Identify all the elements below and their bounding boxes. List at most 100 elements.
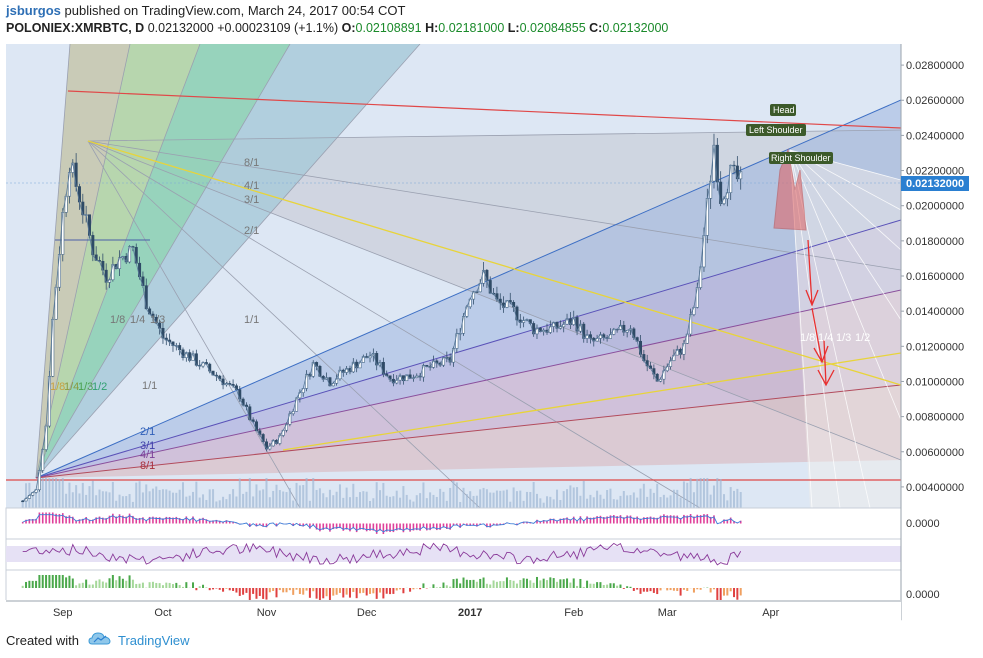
- momentum-bar: [399, 588, 402, 590]
- momentum-bar: [91, 584, 94, 588]
- macd-bar: [222, 521, 224, 524]
- volume-bar: [612, 499, 615, 508]
- macd-bar: [663, 514, 665, 524]
- macd-bar: [425, 523, 428, 531]
- created-with-text: Created with: [6, 633, 79, 648]
- price-tick-label: 0.01200000: [906, 341, 964, 353]
- macd-bar: [329, 523, 331, 532]
- momentum-bar: [151, 581, 154, 588]
- volume-bar: [131, 501, 134, 508]
- momentum-bar: [362, 588, 365, 593]
- macd-bar: [188, 519, 191, 524]
- momentum-bar: [712, 588, 715, 590]
- momentum-bar: [31, 580, 34, 588]
- momentum-bar: [325, 588, 328, 597]
- volume-bar: [262, 489, 265, 508]
- volume-bar: [151, 488, 154, 508]
- macd-bar: [522, 521, 525, 524]
- volume-bar: [579, 495, 582, 508]
- momentum-bar: [148, 582, 151, 588]
- momentum-bar: [736, 588, 739, 600]
- momentum-bar: [78, 583, 81, 588]
- momentum-bar: [255, 588, 258, 599]
- momentum-bar: [385, 588, 388, 594]
- volume-bar: [629, 495, 632, 508]
- tradingview-cloud-icon[interactable]: [88, 630, 114, 648]
- momentum-bar: [71, 578, 74, 588]
- drawing-layer: [6, 44, 901, 508]
- price-series: [21, 133, 743, 503]
- macd-bar: [492, 523, 495, 526]
- momentum-bar: [409, 588, 412, 592]
- momentum-bar: [602, 584, 605, 588]
- macd-bar: [686, 515, 689, 524]
- macd-bar: [138, 517, 141, 524]
- momentum-bar: [556, 581, 559, 588]
- momentum-bar: [649, 588, 652, 592]
- volume-bar: [365, 491, 368, 508]
- volume-bar: [68, 482, 71, 508]
- momentum-bar: [155, 582, 158, 588]
- volume-bar: [85, 494, 88, 508]
- momentum-bar: [128, 575, 131, 588]
- volume-bar: [389, 496, 392, 508]
- volume-bar: [115, 500, 118, 508]
- ascending-trendline: [282, 352, 901, 451]
- macd-bar: [546, 520, 548, 524]
- momentum-bar: [375, 588, 378, 599]
- volume-bar: [168, 490, 171, 508]
- volume-bar: [706, 478, 709, 508]
- price-chart[interactable]: 8/1 4/1 3/1 2/1 1/1 1/8 1/4 1/3 1/1 2/1 …: [0, 40, 983, 622]
- volume-bar: [101, 491, 104, 508]
- volume-bar: [589, 494, 592, 508]
- volume-bar: [258, 490, 261, 508]
- momentum-bar: [389, 588, 392, 595]
- momentum-bar: [489, 584, 492, 588]
- volume-bar: [739, 492, 742, 508]
- open-value: 0.02108891: [355, 21, 422, 35]
- fan-label-1-3: 1/3: [150, 314, 165, 326]
- volume-bar: [712, 485, 715, 508]
- volume-bar: [235, 496, 238, 508]
- momentum-bar: [58, 575, 61, 588]
- tradingview-link[interactable]: TradingView: [118, 633, 190, 648]
- volume-bar: [686, 482, 689, 508]
- macd-bar: [619, 515, 622, 524]
- volume-bar: [412, 501, 415, 508]
- momentum-bar: [529, 580, 532, 588]
- momentum-bar: [345, 588, 348, 595]
- volume-bar: [78, 493, 81, 508]
- momentum-bar: [589, 583, 592, 588]
- macd-bar: [699, 515, 702, 524]
- momentum-zero-tick: 0.0000: [906, 589, 940, 601]
- volume-bar: [432, 494, 435, 508]
- volume-bar: [308, 500, 311, 508]
- author-link[interactable]: jsburgos: [6, 3, 61, 18]
- volume-bar: [232, 489, 235, 508]
- resistance-line-top: [67, 90, 901, 129]
- macd-bar: [469, 523, 471, 526]
- fan-labels: 8/1 4/1 3/1 2/1 1/1 1/8 1/4 1/3 1/1 2/1 …: [50, 157, 870, 472]
- macd-bar: [566, 517, 568, 524]
- momentum-bar: [242, 588, 245, 595]
- momentum-bar: [21, 585, 24, 588]
- macd-bar: [446, 523, 448, 529]
- symbol-line: POLONIEX:XMRBTC, D 0.02132000 +0.0002310…: [6, 21, 668, 35]
- volume-bar: [315, 489, 318, 508]
- volume-bar: [692, 492, 695, 508]
- volume-bar: [479, 489, 482, 508]
- low-value: 0.02084855: [519, 21, 586, 35]
- volume-bar: [58, 479, 61, 508]
- volume-bar: [399, 497, 402, 508]
- time-tick-label: 2017: [458, 607, 482, 619]
- macd-bar: [65, 516, 67, 524]
- momentum-bar: [512, 580, 515, 588]
- momentum-bar: [719, 588, 722, 601]
- momentum-bar: [465, 579, 468, 588]
- descending-trendline: [87, 140, 901, 386]
- macd-bar: [41, 512, 44, 524]
- volume-bar: [702, 478, 705, 508]
- rsi-line: [22, 542, 742, 566]
- price-tick-label: 0.00600000: [906, 447, 964, 459]
- macd-bar: [122, 515, 124, 524]
